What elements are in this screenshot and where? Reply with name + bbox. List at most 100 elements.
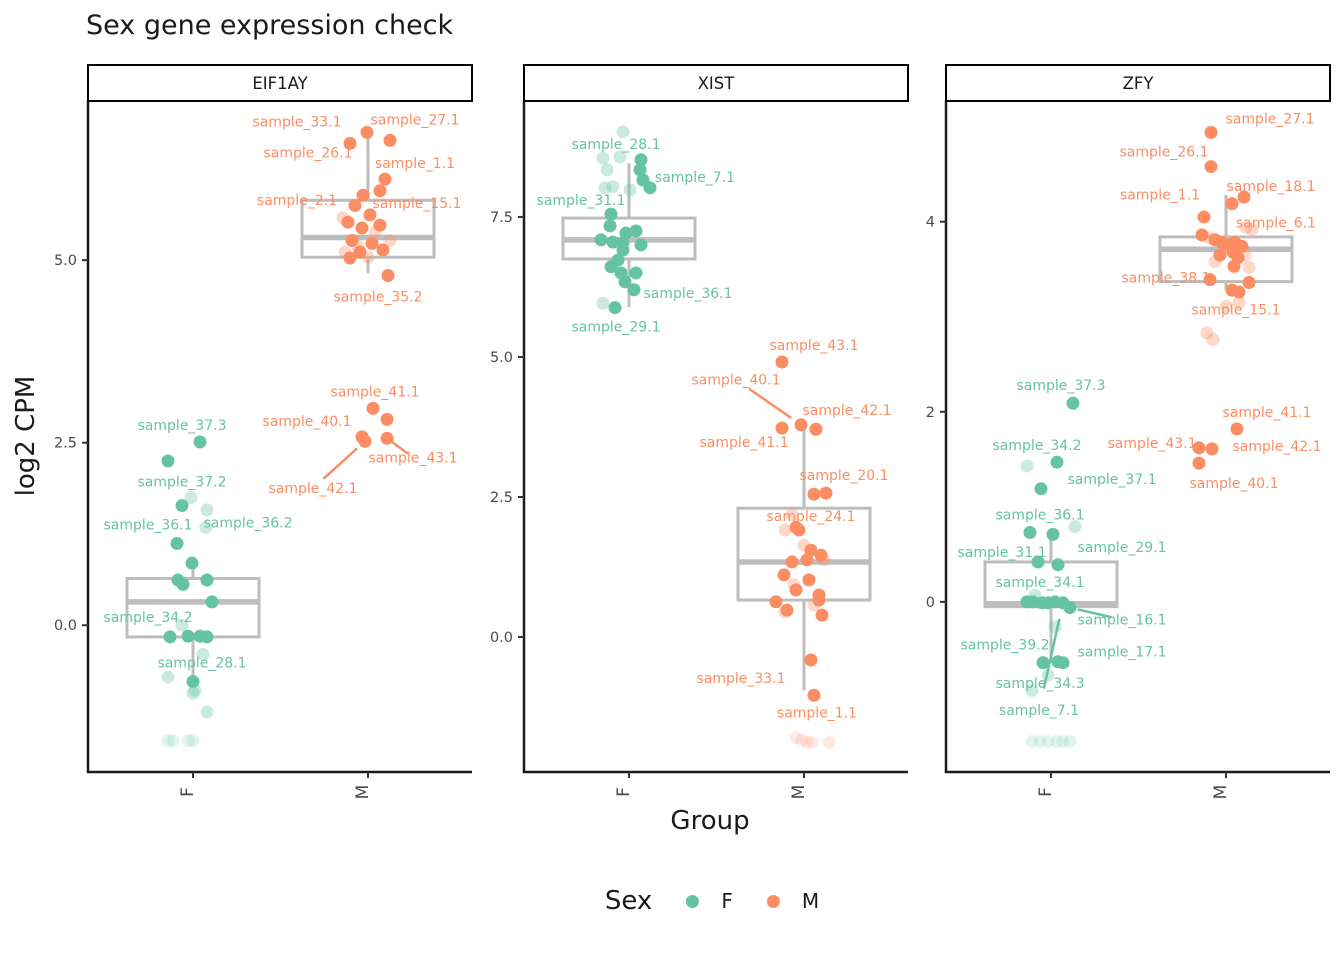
- data-point: [1020, 459, 1034, 473]
- point-label: sample_28.1: [157, 655, 246, 671]
- data-point: [1205, 442, 1219, 456]
- data-point: [373, 184, 387, 198]
- point-label: sample_33.1: [696, 671, 785, 687]
- data-point: [186, 686, 200, 700]
- data-point: [797, 538, 811, 552]
- data-point: [1192, 456, 1206, 470]
- data-point: [1245, 222, 1259, 236]
- x-tick-label: F: [178, 787, 198, 797]
- point-label: sample_1.1: [375, 156, 455, 172]
- point-label: sample_7.1: [999, 703, 1079, 719]
- data-point: [1219, 299, 1233, 313]
- x-tick-label: F: [614, 787, 634, 797]
- data-point: [785, 508, 799, 522]
- facet-strip: [87, 64, 473, 102]
- y-tick-label: 0.0: [490, 630, 513, 646]
- data-point: [805, 735, 819, 749]
- data-point: [1232, 295, 1246, 309]
- data-point: [185, 556, 199, 570]
- data-point: [604, 260, 618, 274]
- data-point: [807, 688, 821, 702]
- data-point: [1066, 396, 1080, 410]
- data-point: [188, 683, 202, 697]
- data-point: [596, 151, 610, 165]
- x-tick-label: M: [1211, 785, 1231, 800]
- data-point: [368, 225, 382, 239]
- data-point: [365, 236, 379, 250]
- data-point: [336, 211, 350, 225]
- x-tick-label: F: [1036, 787, 1056, 797]
- boxplot-box: [125, 577, 261, 639]
- data-point: [161, 454, 175, 468]
- data-point: [606, 180, 620, 194]
- data-point: [780, 603, 794, 617]
- data-point: [186, 674, 200, 688]
- point-label: sample_36.1: [103, 517, 192, 533]
- point-label: sample_43.1: [368, 450, 457, 466]
- data-point: [383, 133, 397, 147]
- point-label: sample_42.1: [1232, 439, 1321, 455]
- point-label: sample_41.1: [699, 435, 788, 451]
- point-label: sample_26.1: [263, 145, 352, 161]
- data-point: [200, 573, 214, 587]
- data-point: [176, 577, 190, 591]
- point-label: sample_31.1: [536, 193, 625, 209]
- point-label: sample_35.2: [333, 290, 422, 306]
- data-point: [1050, 735, 1064, 749]
- y-tick-label: 5.0: [54, 253, 77, 269]
- data-point: [778, 523, 792, 537]
- data-point: [366, 401, 380, 415]
- point-label: sample_36.1: [995, 507, 1084, 523]
- data-point: [789, 583, 803, 597]
- data-point: [817, 553, 831, 567]
- data-point: [787, 578, 801, 592]
- y-tick-label: 0: [926, 595, 935, 611]
- point-label: sample_42.1: [802, 403, 891, 419]
- data-point: [200, 503, 214, 517]
- data-point: [629, 224, 643, 238]
- data-point: [1031, 555, 1045, 569]
- data-point: [618, 275, 632, 289]
- point-label: sample_27.1: [370, 112, 459, 128]
- point-label: sample_17.1: [1077, 645, 1166, 661]
- data-point: [598, 181, 612, 195]
- point-label: sample_34.1: [995, 575, 1084, 591]
- point-label: sample_36.1: [643, 286, 732, 302]
- data-point: [363, 208, 377, 222]
- point-label: sample_15.1: [1191, 302, 1280, 318]
- point-label: sample_40.1: [262, 414, 351, 430]
- data-point: [627, 283, 641, 297]
- point-label: sample_40.1: [1189, 476, 1278, 492]
- legend-dot-f-icon: [686, 894, 700, 908]
- data-point: [1203, 231, 1217, 245]
- data-point: [603, 219, 617, 233]
- data-point: [181, 734, 195, 748]
- data-point: [376, 243, 390, 257]
- data-point: [819, 486, 833, 500]
- data-point: [633, 163, 647, 177]
- data-point: [785, 555, 799, 569]
- data-point: [769, 595, 783, 609]
- x-tick-label: M: [789, 785, 809, 800]
- data-point: [800, 735, 814, 749]
- data-point: [343, 251, 357, 265]
- data-point: [378, 172, 392, 186]
- point-label: sample_16.1: [1077, 613, 1166, 629]
- point-label: sample_31.1: [957, 545, 1046, 561]
- point-label: sample_37.1: [1067, 472, 1156, 488]
- point-label: sample_24.1: [766, 509, 855, 525]
- data-point: [358, 434, 372, 448]
- label-leader-line: [322, 447, 359, 480]
- facet-strip: [523, 64, 909, 102]
- point-label: sample_40.1: [691, 373, 780, 389]
- point-label: sample_15.1: [372, 196, 461, 212]
- point-label: sample_2.1: [257, 193, 337, 209]
- data-point: [380, 431, 394, 445]
- data-point: [777, 568, 791, 582]
- data-point: [1203, 273, 1217, 287]
- data-point: [1242, 276, 1256, 290]
- y-tick-label: 4: [926, 215, 935, 231]
- data-point: [775, 355, 789, 369]
- data-point: [355, 221, 369, 235]
- data-point: [1206, 333, 1220, 347]
